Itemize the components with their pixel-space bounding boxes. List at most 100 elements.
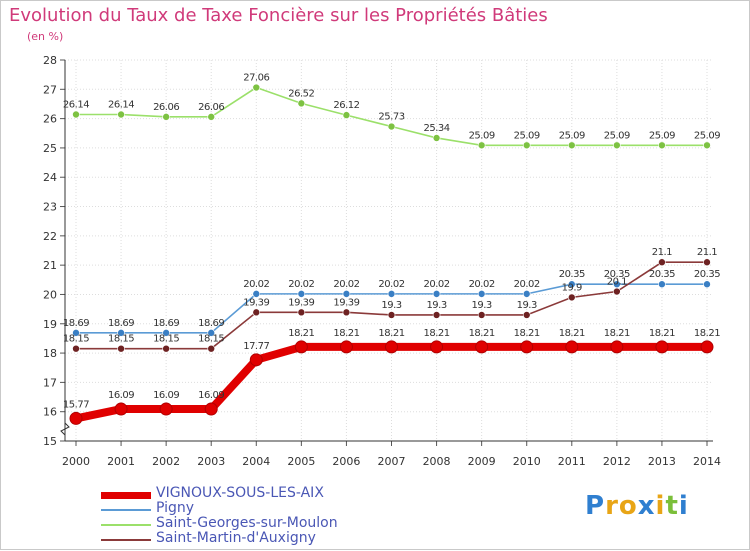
data-label: 18.21 bbox=[649, 328, 675, 339]
data-point bbox=[477, 141, 486, 150]
logo-letter: i bbox=[655, 491, 666, 521]
data-point bbox=[432, 290, 441, 298]
data-label: 25.09 bbox=[649, 130, 675, 141]
data-label: 25.09 bbox=[559, 130, 585, 141]
x-tick-label: 2009 bbox=[468, 455, 496, 468]
data-label: 18.21 bbox=[559, 328, 585, 339]
data-label: 18.69 bbox=[63, 318, 89, 329]
data-point bbox=[700, 340, 714, 354]
data-point bbox=[522, 311, 531, 319]
data-point bbox=[567, 280, 576, 289]
x-tick-label: 2008 bbox=[423, 455, 451, 468]
data-label: 20.02 bbox=[378, 279, 404, 290]
logo-letter: r bbox=[605, 491, 619, 521]
legend-label: Pigny bbox=[156, 500, 195, 516]
x-tick-label: 2000 bbox=[62, 455, 90, 468]
data-label: 18.15 bbox=[198, 334, 224, 345]
legend-swatch-vignoux bbox=[101, 492, 151, 499]
y-tick-label: 27 bbox=[43, 83, 57, 96]
y-tick-label: 28 bbox=[43, 54, 57, 67]
data-point bbox=[703, 280, 711, 289]
data-label: 19.3 bbox=[381, 300, 401, 311]
data-label: 21.1 bbox=[697, 247, 717, 258]
data-point bbox=[703, 258, 711, 267]
data-point bbox=[207, 329, 216, 337]
data-point bbox=[387, 290, 396, 298]
data-label: 18.69 bbox=[108, 318, 134, 329]
data-point bbox=[72, 110, 80, 119]
logo-letter: t bbox=[665, 491, 679, 521]
y-tick-label: 20 bbox=[43, 288, 57, 301]
data-label: 18.21 bbox=[604, 328, 630, 339]
data-label: 18.21 bbox=[424, 328, 450, 339]
data-label: 26.06 bbox=[153, 102, 179, 113]
data-label: 20.02 bbox=[514, 279, 540, 290]
legend-swatch-pigny bbox=[101, 509, 151, 511]
legend-label: Saint-Martin-d'Auxigny bbox=[156, 530, 316, 546]
data-point bbox=[610, 340, 624, 354]
data-point bbox=[69, 411, 83, 425]
data-label: 20.35 bbox=[559, 269, 585, 280]
data-label: 16.09 bbox=[153, 390, 179, 401]
data-point bbox=[72, 344, 80, 353]
logo-letter: o bbox=[618, 491, 638, 521]
y-tick-label: 25 bbox=[43, 142, 57, 155]
data-point bbox=[387, 311, 396, 319]
data-point bbox=[658, 280, 666, 289]
data-label: 19.39 bbox=[333, 297, 359, 308]
logo-letter: x bbox=[637, 491, 656, 521]
legend-swatch-saint-martin bbox=[101, 539, 151, 541]
data-label: 16.09 bbox=[198, 390, 224, 401]
axis-break bbox=[60, 422, 70, 436]
data-label: 20.1 bbox=[607, 277, 627, 288]
data-label: 18.15 bbox=[153, 334, 179, 345]
data-label: 19.9 bbox=[562, 282, 582, 293]
data-label: 25.09 bbox=[469, 130, 495, 141]
data-label: 26.14 bbox=[63, 100, 89, 111]
data-label: 20.02 bbox=[424, 279, 450, 290]
data-label: 17.77 bbox=[243, 341, 269, 352]
data-label: 25.09 bbox=[694, 130, 720, 141]
data-label: 18.15 bbox=[63, 334, 89, 345]
data-point bbox=[342, 308, 351, 317]
data-label: 20.02 bbox=[333, 279, 359, 290]
data-label: 19.3 bbox=[472, 300, 492, 311]
data-point bbox=[658, 258, 666, 267]
data-label: 21.1 bbox=[652, 247, 672, 258]
data-point bbox=[339, 340, 353, 354]
data-point bbox=[162, 113, 170, 121]
x-tick-label: 2004 bbox=[242, 455, 270, 468]
y-tick-label: 18 bbox=[43, 347, 57, 360]
data-point bbox=[159, 402, 173, 416]
data-point bbox=[252, 308, 261, 317]
y-tick-label: 21 bbox=[43, 259, 57, 272]
data-point bbox=[567, 141, 576, 150]
data-label: 18.69 bbox=[153, 318, 179, 329]
data-label: 18.21 bbox=[694, 328, 720, 339]
data-point bbox=[475, 340, 489, 354]
data-label: 19.39 bbox=[288, 297, 314, 308]
y-tick-label: 16 bbox=[43, 406, 57, 419]
logo-letter: P bbox=[585, 491, 606, 521]
data-label: 20.35 bbox=[649, 269, 675, 280]
data-point bbox=[117, 329, 125, 337]
data-label: 26.14 bbox=[108, 100, 134, 111]
data-point bbox=[387, 122, 396, 131]
data-label: 20.35 bbox=[694, 269, 720, 280]
x-tick-label: 2003 bbox=[197, 455, 225, 468]
data-label: 18.21 bbox=[288, 328, 314, 339]
data-point bbox=[432, 134, 441, 142]
data-point bbox=[252, 83, 261, 92]
data-point bbox=[117, 110, 125, 119]
data-label: 18.21 bbox=[378, 328, 404, 339]
y-tick-label: 26 bbox=[43, 113, 57, 126]
data-label: 25.09 bbox=[604, 130, 630, 141]
data-point bbox=[567, 293, 576, 302]
data-point bbox=[297, 290, 306, 298]
x-tick-label: 2001 bbox=[107, 455, 135, 468]
data-label: 26.52 bbox=[288, 88, 314, 99]
data-point bbox=[249, 353, 263, 367]
y-tick-label: 22 bbox=[43, 230, 57, 243]
data-label: 19.3 bbox=[517, 300, 537, 311]
